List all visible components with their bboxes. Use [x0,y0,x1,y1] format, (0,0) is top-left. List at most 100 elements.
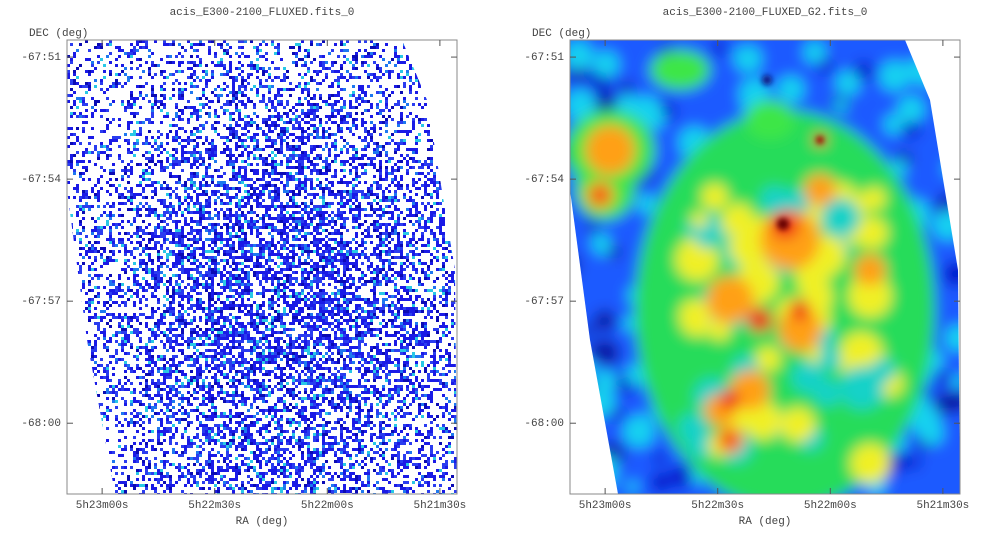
heatmap-blob [636,414,651,428]
heatmap-blob [900,118,921,138]
heatmap-blob [626,480,639,493]
heatmap-blob [570,40,594,71]
heatmap-blob [897,95,925,123]
heatmap-blob [583,452,611,481]
heatmap-layer [762,75,824,230]
heatmap-blob [691,211,708,229]
heatmap-blob [682,238,700,256]
heatmap-blob [728,225,771,268]
y-axis-label: DEC (deg) [532,28,591,40]
y-tick-label: -68:00 [21,418,61,430]
y-tick-label: -67:54 [524,174,564,186]
heatmap-blob [570,253,578,265]
heatmap-blob [582,325,595,337]
heatmap-blob [932,209,960,241]
heatmap-blob [575,382,598,405]
x-tick-label: 5h21m30s [916,500,969,512]
heatmap-peak [816,136,824,144]
heatmap-blob [883,114,904,135]
heatmap-blob [835,70,861,96]
x-tick-label: 5h23m00s [579,500,632,512]
plot-frame [569,39,961,495]
heatmap-blob [600,456,619,474]
heatmap-blob [745,100,795,140]
heatmap-blob [848,274,892,318]
heatmap-blob [950,374,960,390]
image-area [570,40,960,494]
heatmap-blob [602,470,617,486]
heatmap-blob [679,299,711,332]
x-tick-label: 5h22m00s [804,500,857,512]
y-tick-label: -67:57 [21,296,61,308]
heatmap-blob [686,430,715,459]
heatmap-blob [570,89,597,121]
x-tick-label: 5h23m00s [76,500,129,512]
heatmap-blob [856,217,888,249]
chart-title: acis_E300-2100_FLUXED_G2.fits_0 [663,7,868,19]
chart-title: acis_E300-2100_FLUXED.fits_0 [170,7,355,19]
heatmap-blob [587,223,598,234]
heatmap-blob [936,371,951,386]
heatmap-blob [650,50,710,90]
heatmap-blob [625,364,647,386]
heatmap-blob [934,392,957,415]
y-tick-label: -67:51 [524,52,564,64]
heatmap-blob [803,41,826,64]
plot-frame [66,39,458,495]
heatmap-blob [879,60,910,92]
heatmap-peak [777,218,789,230]
heatmap-blob [780,407,816,442]
heatmap-blob [599,442,625,468]
heatmap-blob [578,359,596,377]
image-pixels [70,40,457,494]
heatmap-peak [762,75,772,85]
x-tick-label: 5h22m00s [301,500,354,512]
heatmap-blob [734,45,762,73]
heatmap-blob [720,390,740,410]
heatmap-blob [723,203,754,234]
heatmap-blob [701,183,728,210]
heatmap-blob [570,392,586,417]
heatmap-blob [862,187,886,211]
heatmap-blob [597,342,620,366]
heatmap-blob [932,53,948,70]
heatmap-blob [588,447,603,462]
heatmap-blob [790,300,810,320]
heatmap-layer [570,40,960,494]
image-pixels [67,40,457,494]
heatmap-blob [620,80,634,94]
heatmap-blob [820,197,861,238]
heatmap-blob [636,194,657,214]
heatmap-blob [928,40,957,57]
heatmap-blob [890,159,908,177]
heatmap-blob [582,456,602,476]
heatmap-blob [943,161,959,176]
heatmap-blob [813,379,841,407]
heatmap-blob [570,259,580,277]
heatmap-blob [592,187,608,203]
heatmap-blob [653,451,666,465]
image-area [67,40,457,494]
heatmap-blob [743,401,782,440]
heatmap-blob [870,357,896,384]
heatmap-blob [907,455,921,469]
x-tick-label: 5h22m30s [691,500,744,512]
heatmap-blob [850,443,891,484]
x-tick-label: 5h21m30s [413,500,466,512]
heatmap-blob [748,308,772,332]
heatmap-blob [592,51,620,78]
heatmap-blob [854,61,874,81]
heatmap-blob [817,58,833,74]
heatmap-blob [585,388,616,418]
heatmap-blob [585,125,635,175]
heatmap-blob [833,99,848,114]
y-tick-label: -68:00 [524,418,564,430]
y-tick-label: -67:54 [21,174,61,186]
image-pixels [67,40,457,494]
heatmap-blob [594,370,617,393]
heatmap-blob [804,174,836,206]
heatmap-blob [797,270,826,298]
heatmap-blob [944,324,960,352]
heatmap-blob [913,57,942,87]
